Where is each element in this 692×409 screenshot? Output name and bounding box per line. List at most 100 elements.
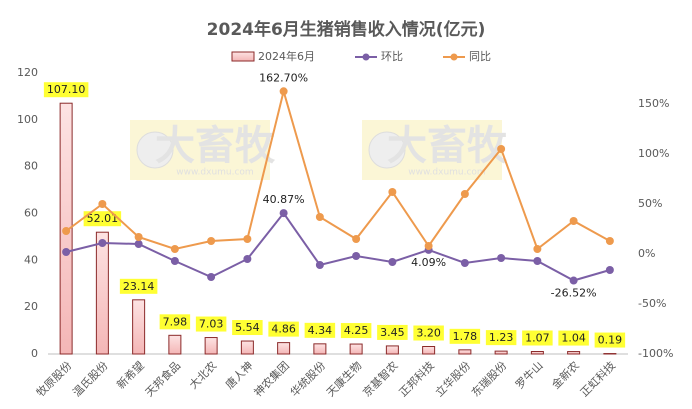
data-label: 162.70% [259, 71, 308, 84]
data-label-bg [268, 321, 299, 337]
data-label: 1.78 [453, 330, 478, 343]
x-tick-label: 唐人神 [222, 358, 255, 391]
bar [530, 350, 544, 355]
y2-tick-label: 100% [638, 147, 669, 160]
watermark-logo [136, 131, 174, 169]
y2-tick-label: 150% [638, 97, 669, 110]
bar [422, 346, 436, 355]
data-label-bg [83, 211, 122, 227]
y-tick-label: 80 [24, 160, 38, 173]
data-label: 7.03 [199, 318, 224, 331]
bar [277, 342, 291, 355]
y2-tick-label: -100% [638, 347, 673, 360]
data-label: 4.25 [344, 324, 369, 337]
line-point [134, 240, 143, 248]
data-label-bg [558, 330, 589, 346]
data-label-bg [485, 330, 517, 346]
data-label: 52.01 [87, 212, 119, 225]
watermark-logo [368, 131, 406, 169]
data-label: 5.54 [235, 321, 260, 334]
data-label: 3.20 [416, 327, 441, 340]
data-label: 3.45 [380, 326, 405, 339]
y-tick-label: 100 [17, 113, 38, 126]
chart-title: 2024年6月生猪销售收入情况(亿元) [207, 19, 486, 40]
bar [313, 343, 327, 355]
line-point [352, 235, 361, 243]
legend-label: 同比 [469, 50, 491, 63]
line-point [533, 257, 542, 265]
x-tick-label: 罗牛山 [512, 358, 545, 391]
y-tick-label: 20 [24, 300, 38, 313]
data-label: 107.10 [47, 83, 86, 96]
bar [168, 334, 182, 355]
line-point [279, 87, 288, 96]
line-point [315, 261, 324, 269]
data-label-bg [522, 330, 553, 346]
bar [567, 351, 581, 355]
y-tick-label: 60 [24, 207, 38, 220]
x-tick-label: 新希望 [114, 358, 147, 391]
x-tick-label: 正虹科技 [577, 358, 618, 399]
bar [494, 350, 508, 355]
line-point [207, 273, 216, 281]
x-tick-label: 天康生物 [323, 358, 364, 399]
y-tick-label: 0 [31, 347, 38, 360]
line-point [460, 190, 469, 198]
bar [95, 231, 109, 355]
watermark-text: 大畜牧 [155, 123, 276, 169]
line-point [352, 252, 361, 260]
y-tick-label: 40 [24, 253, 38, 266]
data-label-bg [232, 320, 263, 336]
legend-marker [450, 53, 458, 61]
line-point [98, 200, 107, 208]
data-label: 40.87% [263, 193, 305, 206]
x-tick-label: 正邦科技 [396, 358, 437, 399]
data-label-bg [159, 314, 191, 330]
y-tick-label: 120 [17, 66, 38, 79]
line-point [424, 242, 433, 250]
x-tick-label: 牧原股份 [33, 358, 74, 399]
data-label-bg [377, 324, 408, 340]
line-point [605, 266, 614, 274]
line-point [497, 254, 506, 262]
line-point [243, 255, 252, 263]
x-tick-label: 大北农 [186, 358, 219, 391]
data-label: 7.98 [163, 315, 188, 328]
data-label-bg [43, 82, 89, 98]
line-point [98, 239, 107, 247]
line-point [315, 213, 324, 221]
x-tick-label: 天邦食品 [142, 358, 183, 399]
x-tick-label: 金新农 [549, 358, 582, 391]
bar [240, 340, 254, 355]
line-point [134, 233, 143, 241]
data-label: 1.07 [525, 331, 550, 344]
data-label: 23.14 [123, 280, 155, 293]
x-tick-label: 东瑞股份 [468, 358, 509, 399]
data-label-bg [449, 328, 481, 344]
watermark-url: www.dxumu.com [408, 168, 485, 178]
line-point [170, 257, 179, 265]
watermark-text: 大畜牧 [387, 123, 508, 169]
x-tick-label: 神农集团 [251, 358, 292, 399]
line-point [605, 237, 614, 245]
line-point [460, 259, 469, 267]
line-point [62, 248, 71, 256]
line-point [497, 145, 506, 153]
bar [204, 337, 218, 355]
data-label-bg [119, 278, 158, 294]
x-tick-label: 温氏股份 [70, 359, 110, 399]
legend-label: 环比 [381, 50, 403, 63]
data-label: 0.19 [598, 334, 623, 347]
data-label-bg [594, 332, 626, 348]
line-point [533, 245, 542, 253]
watermark-url: www.dxumu.com [176, 168, 253, 178]
legend-swatch [231, 51, 255, 62]
y2-tick-label: 50% [638, 197, 662, 210]
line-point [569, 217, 578, 225]
data-label: 4.09% [411, 256, 446, 269]
bar [132, 299, 146, 355]
data-label: 4.34 [308, 324, 333, 337]
line [65, 211, 611, 282]
legend-label: 2024年6月 [258, 49, 315, 63]
line-point [62, 227, 71, 235]
